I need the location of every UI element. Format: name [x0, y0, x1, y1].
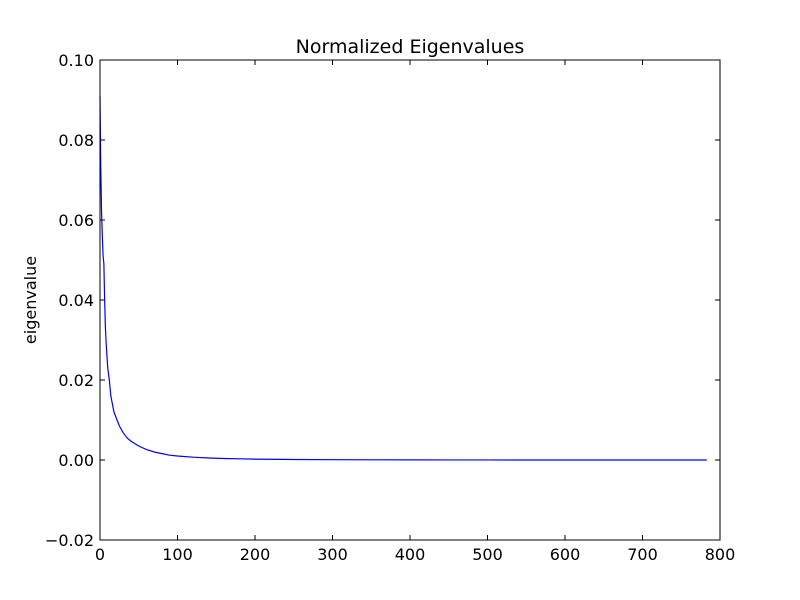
plot-frame [99, 59, 721, 541]
x-tick-label: 500 [472, 545, 503, 564]
y-tick-label: 0.06 [58, 211, 94, 230]
y-tick-label: 0.10 [58, 51, 94, 70]
y-tick-label: 0.04 [58, 291, 94, 310]
x-tick-label: 400 [395, 545, 426, 564]
x-tick-label: 200 [240, 545, 271, 564]
ticks: 0 100 200 300 400 500 600 700 800 −0.02 0.00 0.02 0.… [45, 51, 735, 564]
x-tick-label: 0 [95, 545, 105, 564]
x-tick-label: 300 [317, 545, 348, 564]
x-tick-label: 100 [162, 545, 193, 564]
x-tick-label: 700 [627, 545, 658, 564]
series-line [99, 95, 707, 461]
x-tick-label: 800 [705, 545, 736, 564]
y-axis-label: eigenvalue [21, 256, 40, 344]
series-group [99, 95, 707, 461]
y-tick-label: 0.02 [58, 371, 94, 390]
y-tick-label: −0.02 [45, 531, 94, 550]
chart-title: Normalized Eigenvalues [296, 36, 525, 58]
y-tick-label: 0.08 [58, 131, 94, 150]
x-tick-label: 600 [550, 545, 581, 564]
y-tick-label: 0.00 [58, 451, 94, 470]
